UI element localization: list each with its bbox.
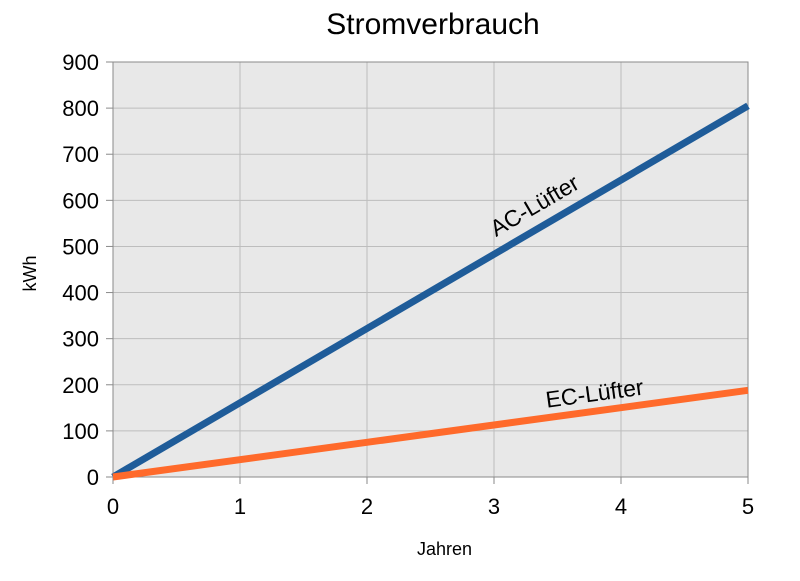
x-tick-label: 2 (361, 494, 373, 519)
chart-title: Stromverbrauch (326, 8, 540, 41)
y-tick-label: 200 (62, 373, 99, 398)
x-tick-label: 5 (742, 494, 754, 519)
x-axis-label: Jahren (417, 539, 472, 559)
x-tick-label: 3 (488, 494, 500, 519)
plot-area (113, 62, 748, 477)
y-tick-label: 800 (62, 96, 99, 121)
plot-border (112, 61, 749, 478)
x-tick-label: 4 (615, 494, 627, 519)
series-line-0 (111, 102, 750, 481)
y-tick-label: 0 (87, 465, 99, 490)
y-tick-label: 400 (62, 281, 99, 306)
x-tick-label: 0 (107, 494, 119, 519)
y-tick-label: 900 (62, 50, 99, 75)
y-tick-label: 500 (62, 234, 99, 259)
y-tick-label: 300 (62, 327, 99, 352)
series-line-1 (112, 386, 749, 481)
y-tick-label: 700 (62, 142, 99, 167)
y-tick-label: 100 (62, 419, 99, 444)
x-tick-label: 1 (234, 494, 246, 519)
y-tick-label: 600 (62, 188, 99, 213)
y-axis-label: kWh (20, 256, 40, 292)
